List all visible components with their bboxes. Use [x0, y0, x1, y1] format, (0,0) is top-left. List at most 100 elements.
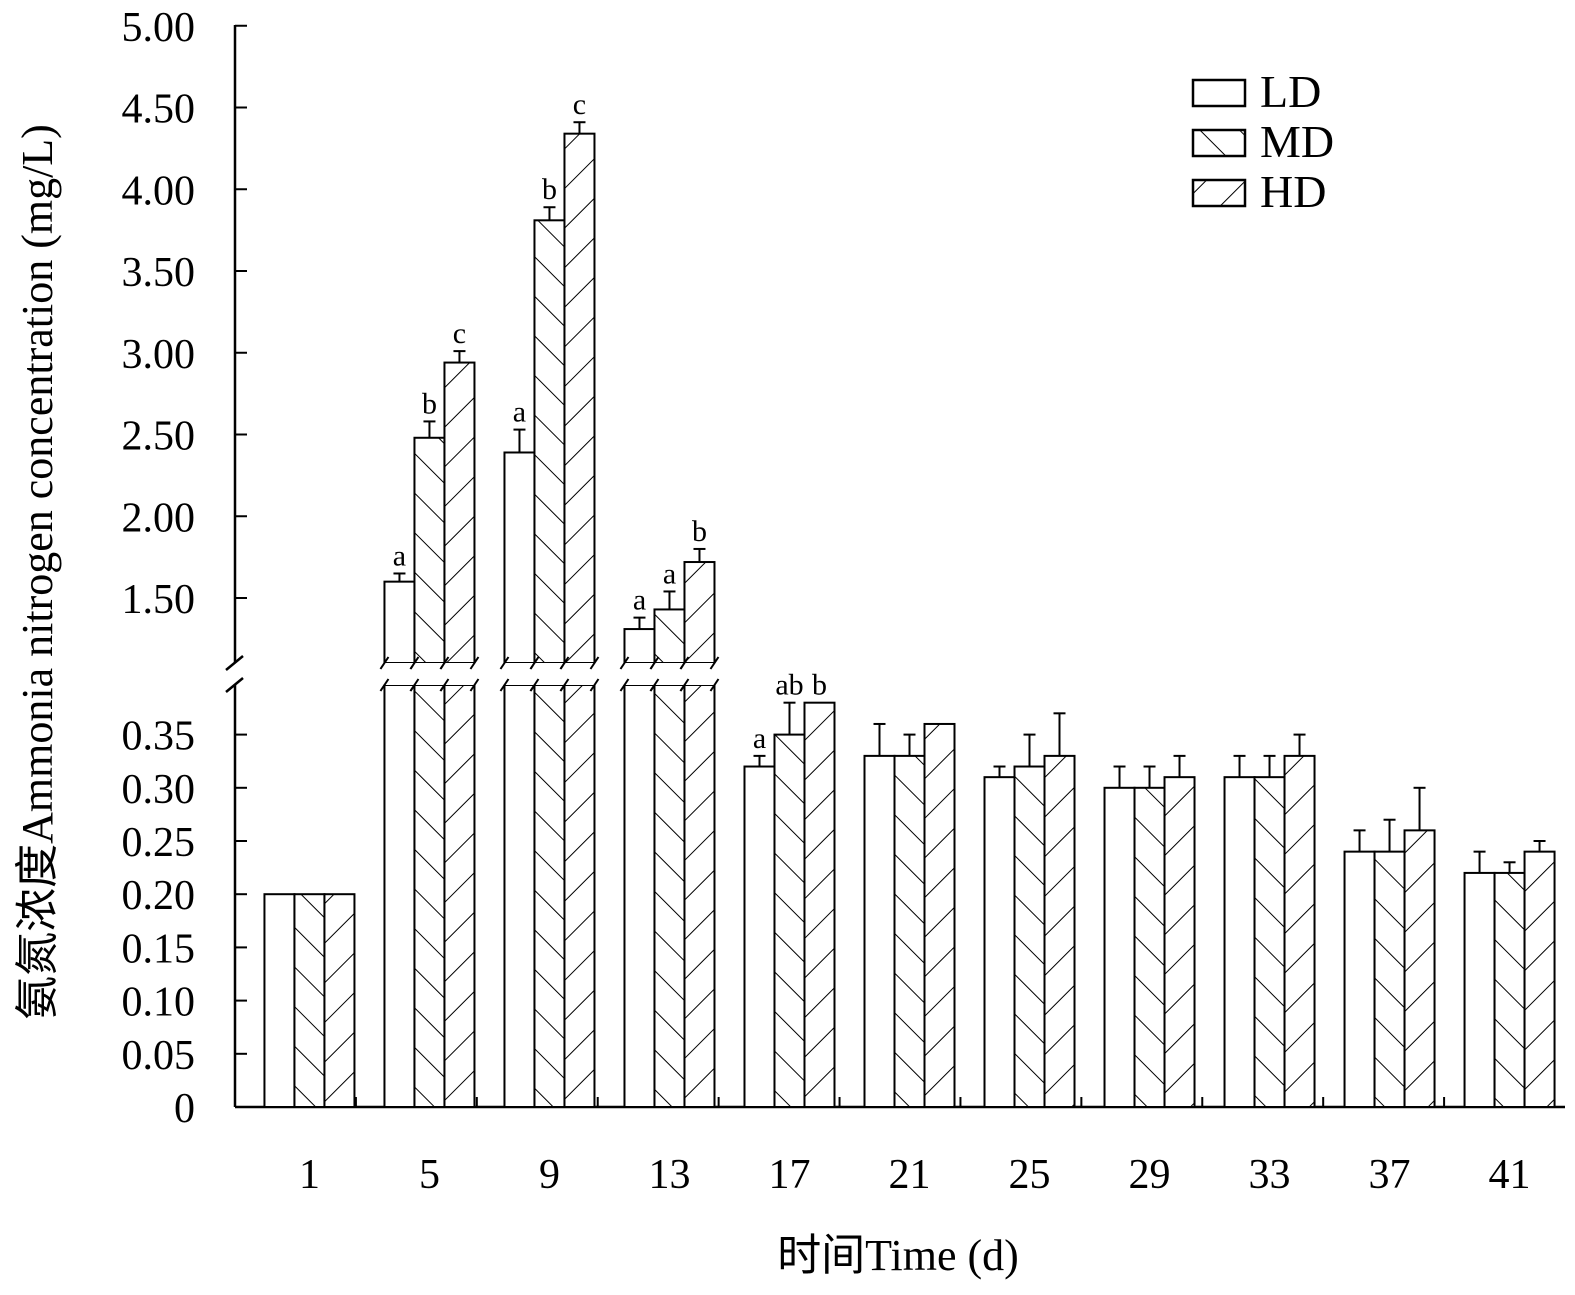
y-tick-label: 0 — [174, 1086, 195, 1132]
significance-label: ab — [775, 669, 803, 702]
bar-break-mark — [499, 678, 510, 692]
y-tick-label: 3.50 — [122, 250, 196, 296]
bar-md — [1253, 776, 1286, 1108]
bar-break-mark — [439, 678, 450, 692]
bar-break-mark — [619, 678, 630, 692]
bar-hd — [1043, 754, 1076, 1108]
bar-md — [893, 754, 926, 1108]
significance-label: b — [542, 173, 557, 206]
y-tick-label: 0.30 — [122, 767, 196, 813]
bar-hd-upper — [443, 361, 476, 664]
legend-label-ld: LD — [1260, 66, 1321, 117]
x-tick-label: 13 — [648, 1152, 690, 1198]
x-tick-label: 17 — [768, 1152, 810, 1198]
x-tick-label: 25 — [1009, 1152, 1051, 1198]
bar-break-mark — [679, 678, 690, 692]
bar-break-mark — [709, 678, 720, 692]
bar-break-mark — [439, 656, 450, 670]
bar-break-gap — [683, 663, 716, 685]
y-tick-label: 1.50 — [122, 577, 196, 623]
x-tick-label: 37 — [1369, 1152, 1411, 1198]
legend-label-hd: HD — [1260, 166, 1326, 217]
bar-md-lower — [533, 684, 566, 1108]
y-axis-break-mark — [225, 655, 244, 671]
bar-ld-lower — [623, 684, 656, 1108]
x-tick-label: 33 — [1249, 1152, 1291, 1198]
bar-break-mark — [379, 656, 390, 670]
x-tick-label: 41 — [1489, 1152, 1531, 1198]
y-tick-label: 5.00 — [122, 5, 196, 51]
legend-swatch-md — [1191, 128, 1247, 158]
bar-hd — [1283, 754, 1316, 1108]
x-tick-label: 29 — [1129, 1152, 1171, 1198]
bar-md — [1373, 850, 1406, 1109]
plot-area: 0 0.05 0.10 0.15 0.20 0.25 0.30 0.35 1.50 2.00 2.5… — [122, 5, 1565, 1198]
significance-label: b — [692, 515, 707, 548]
significance-label: a — [513, 396, 526, 429]
y-tick-label: 0.35 — [122, 714, 196, 760]
y-axis-break-mark — [225, 677, 244, 693]
bar-hd — [1403, 829, 1436, 1108]
bar-md — [293, 893, 326, 1109]
legend-label-md: MD — [1260, 116, 1334, 167]
bar-ld — [1223, 776, 1256, 1108]
x-tick-label: 1 — [299, 1152, 320, 1198]
y-tick-label: 2.00 — [122, 495, 196, 541]
bar-ld — [983, 776, 1016, 1108]
bar-md — [1013, 765, 1046, 1109]
bar-ld — [1103, 786, 1136, 1108]
bar-md — [1493, 871, 1526, 1108]
y-tick-label: 0.20 — [122, 873, 196, 919]
y-axis-title: 氨氮浓度Ammonia nitrogen concentration (mg/L… — [13, 124, 62, 1020]
y-tick-label: 0.10 — [122, 980, 196, 1026]
x-tick-label: 9 — [539, 1152, 560, 1198]
bar-break-mark — [709, 656, 720, 670]
bar-break-mark — [409, 656, 420, 670]
legend-swatch-ld — [1191, 78, 1247, 108]
bar-ld — [1463, 871, 1496, 1108]
bar-break-mark — [559, 678, 570, 692]
bar-md — [1133, 786, 1166, 1108]
bar-hd-upper — [563, 132, 596, 665]
bar-break-mark — [379, 678, 390, 692]
y-tick-label: 4.50 — [122, 87, 196, 133]
bar-break-mark — [469, 678, 480, 692]
bar-break-mark — [589, 656, 600, 670]
bar-md-lower — [413, 684, 446, 1108]
significance-label: c — [453, 317, 466, 350]
y-tick-label: 2.50 — [122, 414, 196, 460]
y-tick-label: 0.05 — [122, 1033, 196, 1079]
bar-hd-upper — [683, 561, 716, 665]
bar-break-mark — [589, 678, 600, 692]
significance-label: b — [812, 669, 827, 702]
bar-break-gap — [533, 663, 566, 685]
x-tick-label: 21 — [889, 1152, 931, 1198]
significance-label: a — [393, 539, 406, 572]
bar-hd-lower — [563, 684, 596, 1108]
bar-break-mark — [559, 656, 570, 670]
bar-md-upper — [533, 219, 566, 664]
y-tick-label: 0.15 — [122, 926, 196, 972]
bar-break-gap — [563, 663, 596, 685]
bar-md — [773, 733, 806, 1108]
bar-break-mark — [679, 656, 690, 670]
bar-ld — [263, 893, 296, 1109]
x-axis-title: 时间Time (d) — [777, 1231, 1019, 1280]
bar-break-gap — [443, 663, 476, 685]
significance-label: a — [753, 722, 766, 755]
bar-break-mark — [649, 678, 660, 692]
bar-break-mark — [499, 656, 510, 670]
bar-break-gap — [383, 663, 416, 685]
bar-break-mark — [649, 656, 660, 670]
significance-label: b — [422, 387, 437, 420]
bar-ld-upper — [383, 580, 416, 665]
significance-label: a — [633, 584, 646, 617]
bar-break-mark — [529, 656, 540, 670]
y-tick-label: 0.25 — [122, 820, 196, 866]
bar-ld — [743, 765, 776, 1109]
bar-hd — [923, 722, 956, 1109]
bar-break-gap — [413, 663, 446, 685]
bar-ld-upper — [503, 451, 536, 664]
